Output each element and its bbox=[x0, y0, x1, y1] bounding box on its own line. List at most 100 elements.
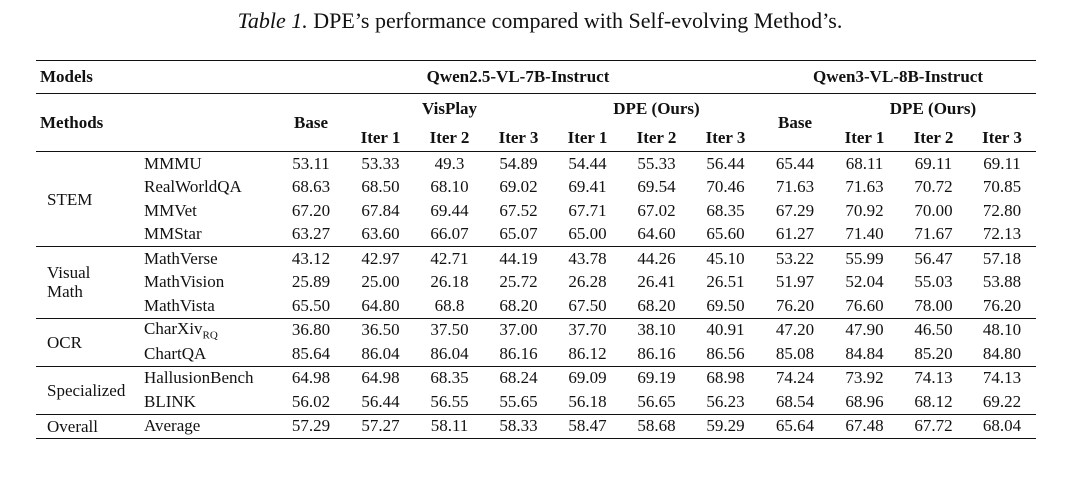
score-cell: 65.50 bbox=[291, 295, 331, 315]
score-cell: 69.44 bbox=[430, 200, 469, 220]
score-cell: 36.80 bbox=[276, 317, 346, 342]
table-body: STEM MMMU 53.11 53.33 49.3 54.89 54.44 55.33 56.… bbox=[36, 151, 1036, 439]
score-cell: 57.27 bbox=[346, 413, 415, 439]
models-header: Models bbox=[36, 60, 136, 94]
group-label: Visual Math bbox=[36, 246, 136, 318]
score-cell: 64.60 bbox=[637, 224, 676, 244]
score-cell: 67.02 bbox=[637, 200, 676, 220]
score-cell: 51.97 bbox=[775, 272, 815, 292]
benchmark-name: CharXivRQ bbox=[136, 317, 276, 342]
score-cell: 67.72 bbox=[899, 413, 968, 439]
iter-header: Iter 2 bbox=[913, 127, 954, 147]
base-header-a: Base bbox=[276, 93, 346, 152]
iter-header: Iter 3 bbox=[705, 127, 746, 147]
benchmark-name: MathVision bbox=[136, 271, 276, 295]
benchmark-name: ChartQA bbox=[136, 342, 276, 366]
score-cell: 44.19 bbox=[484, 246, 553, 271]
score-cell: 53.22 bbox=[760, 246, 830, 271]
score-cell: 57.29 bbox=[276, 413, 346, 439]
benchmark-subscript: RQ bbox=[202, 329, 218, 342]
score-cell: 37.50 bbox=[415, 317, 484, 342]
group-label: OCR bbox=[36, 317, 136, 366]
score-cell: 86.12 bbox=[568, 343, 607, 363]
table-row: RealWorldQA 68.63 68.50 68.10 69.02 69.41 69.5… bbox=[36, 176, 1036, 200]
table-row: Overall Average 57.29 57.27 58.11 58.33 58.47 5… bbox=[36, 413, 1036, 439]
table-row: Specialized HallusionBench 64.98 64.98 68.35… bbox=[36, 365, 1036, 414]
model-b-header: Qwen3-VL-8B-Instruct bbox=[760, 60, 1036, 94]
score-cell: 57.18 bbox=[968, 246, 1036, 271]
score-cell: 53.88 bbox=[982, 272, 1022, 292]
score-cell: 69.19 bbox=[622, 365, 691, 390]
score-cell: 56.47 bbox=[899, 246, 968, 271]
score-cell: 63.60 bbox=[361, 224, 400, 244]
score-cell: 69.22 bbox=[982, 391, 1022, 411]
header-row-methods: Methods Base VisPlay DPE (Ours) Base DPE… bbox=[36, 93, 1036, 152]
benchmark-name: MMStar bbox=[136, 223, 276, 247]
score-cell: 67.84 bbox=[361, 200, 400, 220]
score-cell: 86.16 bbox=[499, 343, 538, 363]
benchmark-label: CharXiv bbox=[144, 319, 203, 339]
score-cell: 74.13 bbox=[968, 365, 1036, 390]
benchmark-name: Average bbox=[136, 413, 276, 439]
table-row: MMStar 63.27 63.60 66.07 65.07 65.00 64.60 65.6… bbox=[36, 223, 1036, 247]
iter-header: Iter 3 bbox=[982, 127, 1022, 147]
score-cell: 65.60 bbox=[706, 224, 745, 244]
group-label: Specialized bbox=[36, 365, 136, 414]
score-cell: 44.26 bbox=[622, 246, 691, 271]
benchmark-label: MMMU bbox=[144, 153, 202, 173]
score-cell: 68.98 bbox=[691, 365, 760, 390]
score-cell: 68.20 bbox=[637, 295, 676, 315]
base-header-b: Base bbox=[760, 93, 830, 152]
score-cell: 54.89 bbox=[484, 151, 553, 176]
score-cell: 26.41 bbox=[637, 272, 676, 292]
score-cell: 64.98 bbox=[276, 365, 346, 390]
score-cell: 42.97 bbox=[346, 246, 415, 271]
score-cell: 55.03 bbox=[914, 272, 953, 292]
score-cell: 26.28 bbox=[568, 272, 607, 292]
iter-header: Iter 3 bbox=[498, 127, 539, 147]
score-cell: 74.13 bbox=[899, 365, 968, 390]
benchmark-label: MathVista bbox=[144, 295, 215, 315]
benchmark-label: MathVerse bbox=[144, 248, 218, 268]
group-label-line: Visual bbox=[47, 263, 91, 283]
benchmark-label: HallusionBench bbox=[144, 368, 254, 388]
score-cell: 74.24 bbox=[760, 365, 830, 390]
score-cell: 69.02 bbox=[499, 177, 538, 197]
score-cell: 68.50 bbox=[361, 177, 400, 197]
visplay-header: VisPlay bbox=[346, 93, 553, 124]
score-cell: 64.80 bbox=[361, 295, 400, 315]
score-cell: 84.80 bbox=[982, 343, 1022, 363]
dpe-header-b: DPE (Ours) bbox=[830, 93, 1036, 124]
score-cell: 65.07 bbox=[499, 224, 538, 244]
score-cell: 56.65 bbox=[637, 391, 676, 411]
score-cell: 73.92 bbox=[830, 365, 899, 390]
score-cell: 54.44 bbox=[553, 151, 622, 176]
score-cell: 56.55 bbox=[430, 391, 469, 411]
table-row: MathVista 65.50 64.80 68.8 68.20 67.50 68.20 69… bbox=[36, 294, 1036, 318]
benchmark-name: MathVerse bbox=[136, 246, 276, 271]
score-cell: 72.80 bbox=[982, 200, 1022, 220]
score-cell: 67.20 bbox=[291, 200, 331, 220]
score-cell: 86.04 bbox=[430, 343, 469, 363]
score-cell: 71.63 bbox=[845, 177, 884, 197]
score-cell: 56.23 bbox=[706, 391, 745, 411]
score-cell: 48.10 bbox=[968, 317, 1036, 342]
score-cell: 84.84 bbox=[845, 343, 884, 363]
score-cell: 65.64 bbox=[760, 413, 830, 439]
score-cell: 65.44 bbox=[760, 151, 830, 176]
score-cell: 55.65 bbox=[499, 391, 538, 411]
iter-header: Iter 2 bbox=[429, 127, 470, 147]
benchmark-name: RealWorldQA bbox=[136, 176, 276, 200]
score-cell: 64.98 bbox=[346, 365, 415, 390]
score-cell: 56.02 bbox=[291, 391, 331, 411]
header-row-models: Models Qwen2.5-VL-7B-Instruct Qwen3-VL-8… bbox=[36, 60, 1036, 94]
score-cell: 86.56 bbox=[706, 343, 745, 363]
header-row-iters: Iter 1 Iter 2 Iter 3 Iter 1 Iter 2 Iter … bbox=[36, 124, 1036, 152]
score-cell: 38.10 bbox=[622, 317, 691, 342]
score-cell: 58.47 bbox=[553, 413, 622, 439]
score-cell: 25.00 bbox=[361, 272, 400, 292]
score-cell: 25.89 bbox=[291, 272, 331, 292]
score-cell: 56.18 bbox=[568, 391, 607, 411]
score-cell: 26.51 bbox=[706, 272, 745, 292]
group-label-line: STEM bbox=[47, 189, 93, 209]
